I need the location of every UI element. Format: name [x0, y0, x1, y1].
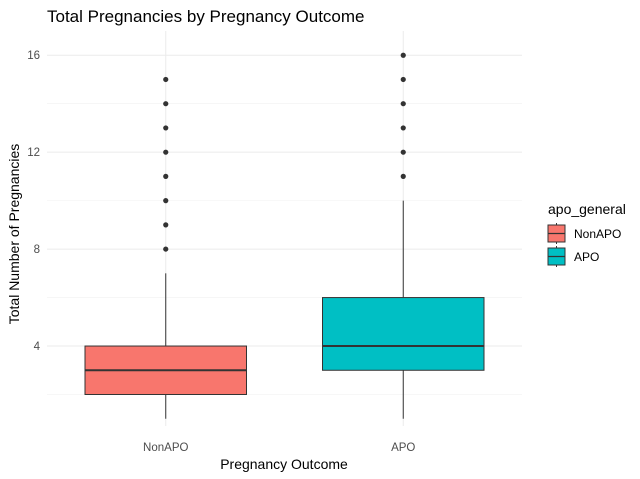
legend-entry-apo: APO — [547, 246, 599, 267]
y-tick-label: 4 — [34, 341, 41, 353]
y-tick-label: 8 — [34, 244, 40, 256]
outlier-point — [163, 246, 169, 252]
x-tick-label: NonAPO — [143, 442, 188, 454]
legend-label: NonAPO — [574, 227, 621, 241]
outlier-point — [163, 198, 169, 204]
legend-label: APO — [574, 250, 599, 264]
outlier-point — [400, 101, 406, 107]
outlier-point — [400, 173, 406, 179]
y-tick-labels: 4 8 12 16 — [27, 50, 40, 353]
box-apo — [322, 52, 485, 419]
legend-entry-nonapo: NonAPO — [547, 223, 621, 244]
outlier-point — [163, 149, 169, 155]
y-axis-title: Total Number of Pregnancies — [6, 144, 22, 325]
y-tick-label: 16 — [27, 50, 40, 62]
outlier-point — [163, 173, 169, 179]
box-nonapo — [84, 76, 247, 419]
x-axis-title: Pregnancy Outcome — [220, 456, 348, 472]
outlier-point — [163, 222, 169, 228]
legend: apo_general NonAPO APO — [547, 201, 626, 267]
outlier-point — [400, 149, 406, 155]
outlier-point — [163, 101, 169, 107]
x-tick-label: APO — [391, 442, 415, 454]
box-iqr — [322, 297, 485, 371]
x-tick-labels: NonAPO APO — [143, 442, 415, 454]
y-tick-label: 12 — [27, 147, 40, 159]
outlier-point — [400, 52, 406, 58]
outlier-point — [163, 125, 169, 131]
outlier-point — [400, 125, 406, 131]
outlier-point — [163, 76, 169, 83]
legend-title: apo_general — [548, 201, 626, 217]
outlier-point — [400, 76, 406, 83]
chart-title: Total Pregnancies by Pregnancy Outcome — [47, 7, 365, 26]
boxes — [84, 52, 485, 419]
